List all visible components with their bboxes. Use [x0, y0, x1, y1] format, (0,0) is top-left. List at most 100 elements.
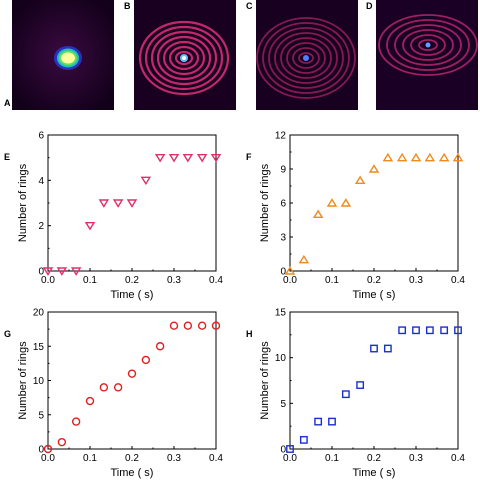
image-panel-d: [376, 0, 478, 110]
data-point-f: [298, 254, 310, 264]
y-tick-label: 6: [280, 199, 286, 210]
x-tick-label: 0.4: [209, 453, 223, 464]
panel-letter-g: G: [4, 329, 11, 339]
x-tick-label: 0.1: [83, 453, 97, 464]
y-tick-label: 4: [38, 176, 44, 187]
x-tick-label: 0.4: [451, 275, 465, 286]
data-point-e: [84, 221, 96, 231]
data-point-e: [98, 199, 110, 208]
chart-g-frame: [47, 311, 217, 450]
data-point-h: [356, 381, 365, 389]
y-tick-label: 6: [38, 131, 44, 142]
data-point-e: [182, 153, 194, 163]
data-point-h: [412, 326, 420, 335]
x-axis-title: Time ( s): [111, 289, 154, 301]
x-tick-label: 0.0: [283, 453, 297, 464]
x-tick-label: 0.3: [167, 275, 181, 286]
data-point-f: [410, 152, 422, 162]
data-point-f: [452, 152, 464, 162]
data-point-f: [382, 152, 394, 162]
data-point-g: [183, 321, 193, 330]
x-tick-label: 0.2: [125, 453, 139, 464]
y-tick-label: 10: [275, 353, 287, 364]
x-axis-title: Time ( s): [111, 467, 154, 479]
data-point-e: [126, 199, 138, 208]
y-tick-label: 9: [280, 165, 286, 176]
data-point-e: [56, 267, 68, 276]
data-point-e: [140, 176, 152, 186]
y-axis-title: Number of rings: [259, 341, 271, 420]
image-panel-b: [134, 0, 236, 110]
x-tick-label: 0.0: [41, 453, 55, 464]
data-point-g: [71, 417, 81, 426]
image-panel-c: [256, 0, 358, 110]
x-axis-title: Time ( s): [353, 289, 396, 301]
data-point-f: [354, 175, 366, 185]
y-tick-label: 15: [33, 342, 45, 353]
data-point-h: [328, 417, 336, 426]
y-tick-label: 2: [38, 221, 44, 232]
data-point-g: [113, 383, 123, 392]
data-point-h: [440, 326, 449, 335]
panel-letter-e: E: [4, 152, 10, 162]
y-tick-label: 5: [280, 399, 286, 410]
data-point-h: [314, 417, 323, 426]
data-point-e: [210, 153, 222, 163]
data-point-f: [284, 266, 296, 275]
data-point-g: [127, 369, 137, 378]
data-point-g: [155, 342, 165, 351]
y-axis-title: Number of rings: [17, 163, 29, 242]
panel-letter-f: F: [246, 152, 252, 162]
y-tick-label: 0: [280, 267, 286, 278]
y-tick-label: 0: [38, 267, 44, 278]
ring-image-c: [256, 0, 358, 110]
data-point-e: [196, 153, 208, 163]
y-axis-title: Number of rings: [259, 163, 271, 242]
data-point-f: [424, 152, 436, 162]
ring-image-b: [134, 0, 236, 110]
data-point-f: [340, 198, 352, 207]
panel-letter-a: A: [4, 98, 11, 108]
y-tick-label: 3: [280, 233, 286, 244]
data-point-e: [112, 199, 124, 208]
data-point-h: [454, 326, 462, 335]
panel-letter-c: C: [246, 1, 253, 11]
data-point-h: [383, 344, 392, 353]
data-point-h: [341, 390, 350, 399]
x-tick-label: 0.3: [409, 453, 423, 464]
x-tick-label: 0.0: [283, 275, 297, 286]
y-axis-title: Number of rings: [17, 341, 29, 420]
data-point-e: [70, 267, 82, 276]
data-point-f: [438, 152, 450, 162]
data-point-f: [326, 198, 338, 207]
data-point-g: [169, 321, 179, 330]
data-point-g: [141, 355, 151, 365]
data-point-h: [425, 326, 434, 335]
data-point-f: [368, 164, 380, 173]
x-tick-label: 0.2: [367, 453, 381, 464]
data-point-g: [43, 444, 53, 454]
y-tick-label: 20: [33, 308, 45, 319]
data-point-h: [398, 326, 407, 335]
data-point-g: [197, 321, 207, 330]
x-tick-label: 0.3: [167, 453, 181, 464]
data-point-h: [299, 435, 308, 444]
x-tick-label: 0.4: [451, 453, 465, 464]
y-tick-label: 0: [38, 445, 44, 456]
x-tick-label: 0.2: [367, 275, 381, 286]
x-tick-label: 0.0: [41, 275, 55, 286]
x-tick-label: 0.2: [125, 275, 139, 286]
x-tick-label: 0.1: [325, 275, 339, 286]
panel-letter-d: D: [366, 1, 373, 11]
image-panel-a: [12, 0, 114, 110]
x-tick-label: 0.3: [409, 275, 423, 286]
y-tick-label: 15: [275, 308, 287, 319]
data-point-g: [85, 396, 95, 406]
x-tick-label: 0.1: [83, 275, 97, 286]
ring-image-a: [12, 0, 114, 110]
y-tick-label: 5: [38, 410, 44, 421]
x-tick-label: 0.4: [209, 275, 223, 286]
chart-f-frame: [289, 134, 459, 272]
x-tick-label: 0.1: [325, 453, 339, 464]
